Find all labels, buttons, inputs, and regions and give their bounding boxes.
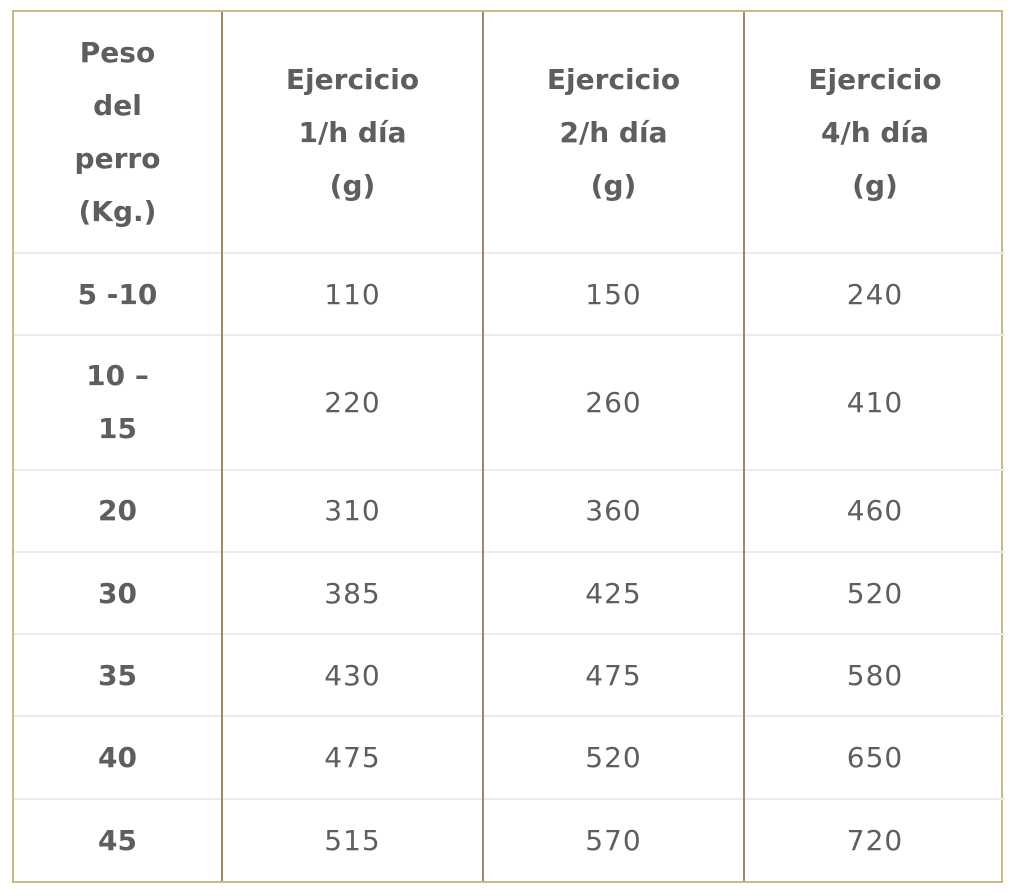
value-cell-2h: 475 [482,633,744,717]
value-cell-4h: 460 [743,468,1005,552]
value-cell-1h: 220 [221,334,483,470]
weight-cell: 30 [14,550,222,635]
value-cell-1h: 385 [221,550,483,635]
header-row: Peso del perro (Kg.) Ejercicio 1/h día (… [14,12,1005,253]
table-row: 10 – 15 220 260 410 [14,334,1005,470]
table-row: 45 515 570 720 [14,797,1005,881]
table-row: 20 310 360 460 [14,468,1005,552]
header-exercise-4h-label: Ejercicio 4/h día (g) [808,62,942,202]
weight-cell: 45 [14,797,222,881]
value-cell-4h: 410 [743,334,1005,470]
header-exercise-2h-label: Ejercicio 2/h día (g) [546,62,681,202]
value-cell-2h: 570 [482,797,744,881]
header-exercise-2h: Ejercicio 2/h día (g) [482,12,744,253]
table-row: 35 430 475 580 [14,633,1005,717]
weight-label: 20 [98,494,137,528]
header-dog-weight-label: Peso del perro (Kg.) [74,36,161,228]
value-cell-4h: 240 [743,251,1005,336]
header-dog-weight: Peso del perro (Kg.) [14,12,222,253]
dog-feeding-table: Peso del perro (Kg.) Ejercicio 1/h día (… [14,12,1005,881]
weight-label: 35 [98,658,137,692]
weight-cell: 40 [14,715,222,799]
weight-label: 10 – 15 [86,359,149,446]
weight-label: 45 [98,823,137,857]
weight-cell: 20 [14,468,222,552]
dog-feeding-table-container: Peso del perro (Kg.) Ejercicio 1/h día (… [12,10,1005,883]
value-cell-2h: 425 [482,550,744,635]
value-cell-1h: 110 [221,251,483,336]
weight-cell: 10 – 15 [14,334,222,470]
table-row: 30 385 425 520 [14,550,1005,635]
table-body: 5 -10 110 150 240 10 – 15 220 260 410 20… [14,251,1005,881]
weight-label: 40 [98,741,137,775]
weight-cell: 35 [14,633,222,717]
value-cell-1h: 475 [221,715,483,799]
weight-cell: 5 -10 [14,251,222,336]
header-exercise-1h-label: Ejercicio 1/h día (g) [285,62,420,202]
table-row: 5 -10 110 150 240 [14,251,1005,336]
header-exercise-1h: Ejercicio 1/h día (g) [221,12,483,253]
value-cell-1h: 515 [221,797,483,881]
table-row: 40 475 520 650 [14,715,1005,799]
value-cell-4h: 650 [743,715,1005,799]
value-cell-2h: 150 [482,251,744,336]
value-cell-2h: 260 [482,334,744,470]
value-cell-1h: 430 [221,633,483,717]
value-cell-2h: 360 [482,468,744,552]
header-exercise-4h: Ejercicio 4/h día (g) [743,12,1005,253]
value-cell-1h: 310 [221,468,483,552]
weight-label: 5 -10 [77,277,158,311]
value-cell-4h: 520 [743,550,1005,635]
value-cell-4h: 580 [743,633,1005,717]
value-cell-2h: 520 [482,715,744,799]
table-header: Peso del perro (Kg.) Ejercicio 1/h día (… [14,12,1005,253]
value-cell-4h: 720 [743,797,1005,881]
weight-label: 30 [98,576,137,610]
